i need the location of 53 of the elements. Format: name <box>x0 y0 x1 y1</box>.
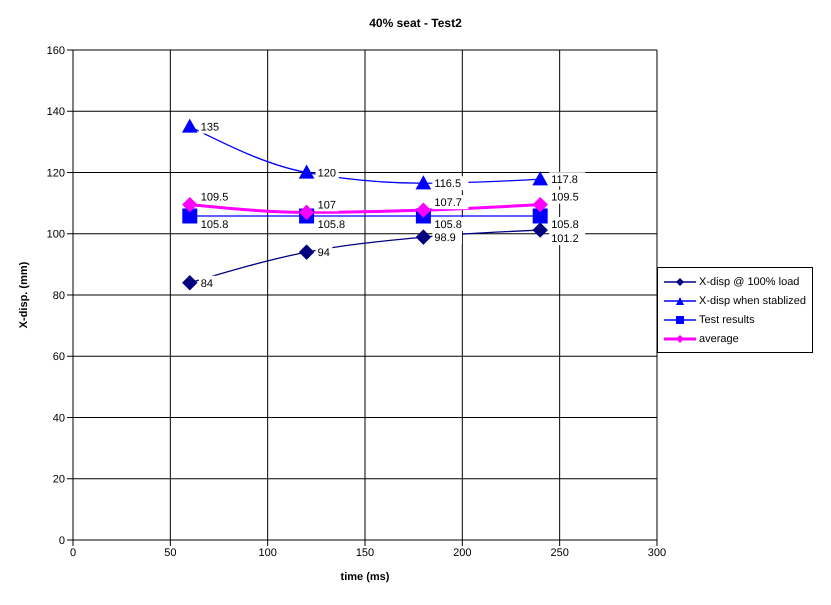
point <box>182 275 198 290</box>
data-label: 107.7 <box>434 197 462 210</box>
data-label: 105.8 <box>318 218 346 231</box>
y-tick-label: 160 <box>46 44 65 57</box>
x-tick-label: 150 <box>356 546 374 559</box>
y-tick-label: 20 <box>52 474 65 486</box>
point <box>532 208 548 224</box>
data-label: 105.8 <box>551 218 579 231</box>
point <box>182 208 198 224</box>
data-label: 94 <box>318 247 330 260</box>
point <box>416 202 431 218</box>
y-tick-label: 60 <box>52 351 65 364</box>
x-tick-label: 200 <box>453 546 472 559</box>
y-axis-title: X-disp. (mm) <box>18 261 30 328</box>
point <box>182 197 198 212</box>
x-tick-label: 300 <box>648 546 666 559</box>
data-label: 117.8 <box>551 174 578 186</box>
point <box>532 222 548 238</box>
point <box>182 119 198 133</box>
chart-title: 40% seat - Test2 <box>368 16 463 30</box>
point <box>532 172 548 186</box>
y-tick-label: 120 <box>46 167 65 180</box>
data-label: 101.2 <box>551 233 579 246</box>
data-label: 84 <box>200 278 214 290</box>
x-tick-label: 100 <box>258 546 277 559</box>
point <box>299 204 314 220</box>
y-tick-label: 40 <box>52 412 65 424</box>
y-tick-label: 140 <box>46 106 65 118</box>
y-tick-label: 80 <box>52 290 65 302</box>
data-label: 105.8 <box>200 218 228 231</box>
point <box>416 230 431 245</box>
legend-label: X-disp when stablized <box>698 294 806 306</box>
data-label: 107 <box>318 199 336 212</box>
point <box>532 197 548 212</box>
data-label: 109.5 <box>551 192 579 204</box>
point <box>416 176 431 190</box>
legend-label: Test results <box>698 314 755 326</box>
point <box>299 244 314 260</box>
x-tick-label: 250 <box>550 546 569 559</box>
data-label: 98.9 <box>434 232 456 244</box>
x-tick-label: 0 <box>70 546 76 559</box>
data-label: 109.5 <box>200 192 228 204</box>
data-label: 135 <box>200 122 220 134</box>
x-tick-label: 50 <box>164 546 176 559</box>
legend-label: X-disp @ 100% load <box>698 276 800 288</box>
data-label: 116.5 <box>434 178 462 190</box>
data-label: 105.8 <box>434 218 462 231</box>
y-tick-label: 100 <box>46 228 65 241</box>
legend-label: average <box>698 332 739 344</box>
data-label: 120 <box>318 168 336 180</box>
x-axis-title: time (ms) <box>340 571 390 583</box>
y-tick-label: 0 <box>58 534 65 547</box>
point <box>299 165 314 179</box>
